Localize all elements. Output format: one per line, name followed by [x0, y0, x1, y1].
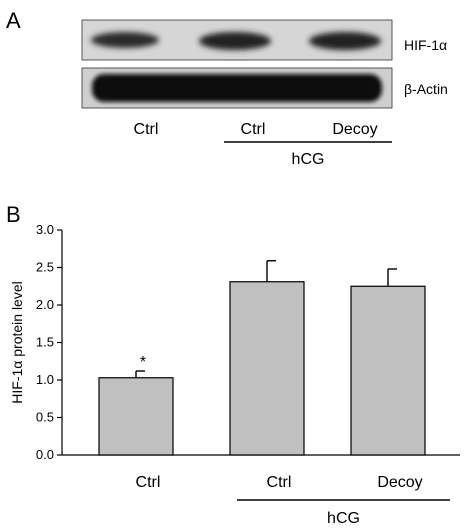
- band-actin: [92, 74, 382, 102]
- x-tick-label-3: Decoy: [377, 474, 422, 491]
- y-tick-label: 1.5: [36, 335, 54, 350]
- bar-3: [350, 285, 426, 456]
- blot-label-hif1a: HIF-1α: [404, 37, 447, 53]
- panel-a-label: A: [6, 8, 21, 33]
- y-tick-label: 1.0: [36, 372, 54, 387]
- y-tick-label: 2.0: [36, 297, 54, 312]
- y-tick-label: 0.5: [36, 410, 54, 425]
- blot-hif1a: [81, 19, 393, 61]
- group-label-b: hCG: [327, 510, 360, 527]
- y-tick-label: 3.0: [36, 222, 54, 237]
- bar-1: [98, 377, 174, 456]
- blot-actin: [81, 67, 393, 109]
- band-hif1a-3: [309, 32, 381, 50]
- x-tick-label-2: Ctrl: [267, 474, 292, 491]
- x-tick-label-1: Ctrl: [136, 474, 161, 491]
- lane-label-hcg-decoy: Decoy: [332, 121, 377, 138]
- lane-label-hcg-ctrl: Ctrl: [241, 121, 266, 138]
- blot-label-actin: β-Actin: [404, 81, 448, 97]
- band-hif1a-2: [199, 32, 271, 50]
- y-axis-label: HIF-1α protein level: [9, 281, 25, 403]
- group-label-a: hCG: [292, 151, 325, 168]
- lane-label-ctrl: Ctrl: [134, 121, 159, 138]
- panel-b-label: B: [6, 202, 21, 227]
- y-tick-label: 0.0: [36, 447, 54, 462]
- band-hif1a-1: [91, 32, 159, 48]
- significance-marker: *: [140, 354, 146, 371]
- bar-chart: 0.0 0.5 1.0 1.5 2.0 2.5 3.0 HIF-1α protein leve…: [9, 222, 460, 527]
- bar-2: [229, 281, 305, 456]
- y-tick-label: 2.5: [36, 260, 54, 275]
